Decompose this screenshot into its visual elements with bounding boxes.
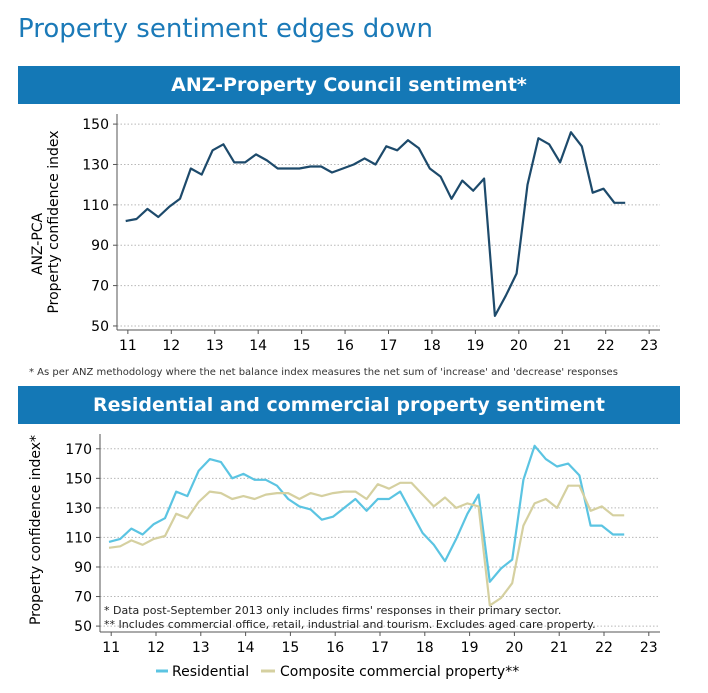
x-tick-label: 17 bbox=[371, 640, 389, 656]
series-line-2 bbox=[108, 481, 625, 607]
y-axis-label-line2: Property confidence index bbox=[46, 130, 62, 313]
x-tick-label: 13 bbox=[206, 338, 224, 354]
x-tick-label: 15 bbox=[293, 338, 311, 354]
x-tick-label: 21 bbox=[553, 338, 571, 354]
x-tick-label: 14 bbox=[249, 338, 267, 354]
y-tick-label: 130 bbox=[82, 157, 109, 173]
residential-commercial-chart: 50 70 90 110 130 150 170 11 12 13 14 15 16 17 18 19 20 21… bbox=[28, 434, 660, 680]
x-tick-label: 21 bbox=[550, 640, 568, 656]
x-tick-label: 16 bbox=[326, 640, 344, 656]
x-tick-label: 23 bbox=[640, 640, 658, 656]
x-tick-label: 22 bbox=[597, 338, 615, 354]
chart2-title-banner: Residential and commercial property sent… bbox=[18, 386, 680, 424]
note-2: ** Includes commercial office, retail, i… bbox=[104, 618, 596, 631]
y-axis-label: Property confidence index* bbox=[28, 435, 44, 625]
x-tick-label: 14 bbox=[237, 640, 255, 656]
x-tick-label: 23 bbox=[640, 338, 658, 354]
x-tick-label: 15 bbox=[281, 640, 299, 656]
note-1: * Data post-September 2013 only includes… bbox=[104, 604, 561, 617]
x-tick-label: 17 bbox=[380, 338, 398, 354]
y-tick-label: 110 bbox=[82, 198, 109, 214]
x-tick-label: 11 bbox=[119, 338, 137, 354]
chart1-title-banner: ANZ-Property Council sentiment* bbox=[18, 66, 680, 104]
x-tick-label: 22 bbox=[595, 640, 613, 656]
x-tick-label: 13 bbox=[192, 640, 210, 656]
x-tick-label: 19 bbox=[466, 338, 484, 354]
y-tick-label: 150 bbox=[82, 117, 109, 133]
series-line-1 bbox=[125, 131, 626, 317]
x-tick-label: 11 bbox=[102, 640, 120, 656]
y-tick-label: 90 bbox=[91, 238, 109, 254]
x-tick-label: 12 bbox=[147, 640, 165, 656]
anz-pca-chart: 50 70 90 110 130 150 11 12 13 14 15 16 17 18 19 20 21 22 2… bbox=[29, 114, 660, 378]
page-title: Property sentiment edges down bbox=[18, 14, 433, 44]
x-tick-label: 16 bbox=[336, 338, 354, 354]
x-tick-label: 20 bbox=[510, 338, 528, 354]
footnote: * As per ANZ methodology where the net b… bbox=[29, 367, 618, 378]
x-tick-label: 18 bbox=[416, 640, 434, 656]
y-tick-label: 130 bbox=[65, 501, 92, 517]
legend-label-residential: Residential bbox=[172, 664, 249, 680]
y-tick-label: 50 bbox=[91, 319, 109, 335]
y-tick-label: 170 bbox=[65, 442, 92, 458]
x-tick-label: 18 bbox=[423, 338, 441, 354]
y-tick-label: 70 bbox=[91, 279, 109, 295]
y-tick-label: 70 bbox=[74, 590, 92, 606]
x-tick-label: 12 bbox=[162, 338, 180, 354]
y-tick-label: 150 bbox=[65, 471, 92, 487]
y-axis-label-line1: ANZ-PCA bbox=[30, 212, 46, 275]
y-tick-label: 50 bbox=[74, 619, 92, 635]
x-tick-label: 20 bbox=[505, 640, 523, 656]
y-tick-label: 90 bbox=[74, 560, 92, 576]
series-line-1 bbox=[108, 444, 625, 583]
x-tick-label: 19 bbox=[461, 640, 479, 656]
y-tick-label: 110 bbox=[65, 530, 92, 546]
legend-label-commercial: Composite commercial property** bbox=[280, 664, 519, 680]
